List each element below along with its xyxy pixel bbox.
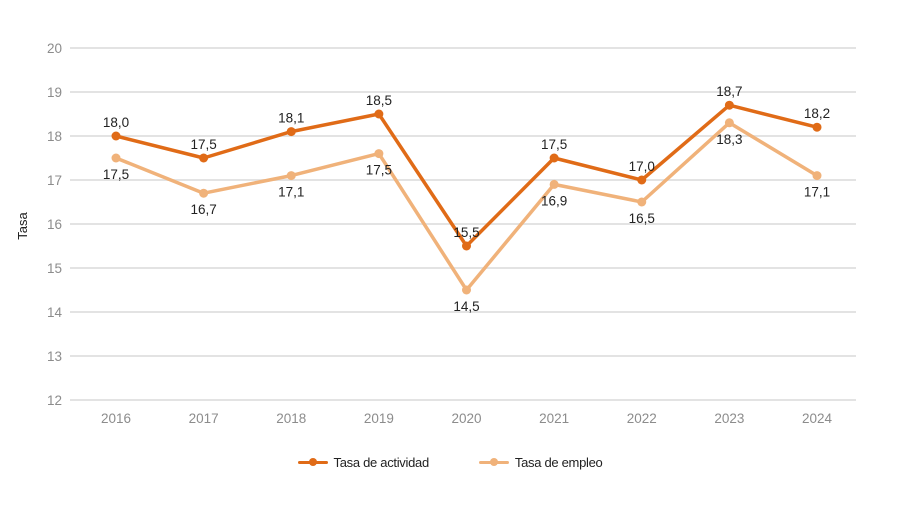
data-label: 15,5 — [453, 225, 479, 240]
y-tick-label: 18 — [47, 129, 62, 144]
x-tick-label: 2016 — [101, 411, 131, 426]
x-tick-label: 2023 — [714, 411, 744, 426]
legend-label-actividad: Tasa de actividad — [333, 455, 430, 470]
gridlines — [70, 47, 856, 401]
data-point — [199, 153, 209, 163]
data-point — [462, 285, 471, 295]
data-point — [286, 127, 296, 137]
legend-swatch-empleo — [478, 458, 509, 466]
series-actividad: 18,0 17,5 18,1 18,5 15,5 17,5 17,0 18,7 18,2 — [103, 84, 830, 251]
data-point — [549, 179, 559, 189]
x-tick-label: 2019 — [364, 411, 394, 426]
y-tick-label: 12 — [47, 393, 62, 408]
series-group: 17,516,717,117,514,516,916,518,317,118,0… — [103, 84, 830, 314]
data-point — [637, 175, 647, 185]
data-label: 16,7 — [190, 202, 216, 217]
x-tick-label: 2021 — [539, 411, 569, 426]
data-point — [374, 149, 384, 159]
data-label: 16,9 — [541, 193, 567, 208]
data-point — [812, 122, 822, 132]
legend: Tasa de actividad Tasa de empleo — [0, 455, 900, 470]
data-label: 18,2 — [804, 106, 830, 121]
data-label: 17,0 — [629, 159, 655, 174]
legend-swatch-actividad — [297, 458, 328, 466]
y-tick-label: 14 — [47, 305, 63, 320]
data-label: 16,5 — [629, 211, 655, 226]
x-tick-label: 2022 — [627, 411, 657, 426]
data-label: 18,7 — [716, 84, 742, 99]
data-point — [199, 188, 209, 198]
data-point — [111, 131, 121, 141]
legend-label-empleo: Tasa de empleo — [514, 455, 603, 470]
y-tick-label: 15 — [47, 261, 62, 276]
y-tick-label: 19 — [47, 85, 62, 100]
data-label: 18,3 — [716, 132, 742, 147]
data-label: 17,1 — [278, 185, 304, 200]
x-tick-label: 2018 — [276, 411, 306, 426]
data-point — [637, 197, 647, 207]
legend-item-empleo[interactable]: Tasa de empleo — [478, 455, 603, 470]
legend-item-actividad[interactable]: Tasa de actividad — [297, 455, 430, 470]
data-label: 17,1 — [804, 185, 830, 200]
data-label: 18,5 — [366, 93, 392, 108]
series-empleo: 17,5 16,7 17,1 17,5 14,5 16,9 16,5 18,3 17,1 — [103, 118, 830, 314]
y-tick-label: 16 — [47, 217, 62, 232]
data-label: 17,5 — [541, 137, 567, 152]
data-label: 17,5 — [190, 137, 216, 152]
data-point — [462, 241, 471, 251]
data-point — [374, 109, 384, 119]
data-point — [549, 153, 559, 163]
y-tick-label: 17 — [47, 173, 62, 188]
data-point — [111, 153, 121, 163]
data-point — [812, 171, 822, 181]
data-label: 17,5 — [366, 163, 392, 178]
data-label: 17,5 — [103, 167, 129, 182]
data-point — [286, 171, 296, 181]
y-tick-label: 20 — [47, 41, 62, 56]
x-axis-ticks: 2016 2017 2018 2019 2020 2021 2022 2023 2024 — [101, 411, 833, 426]
y-axis-ticks: 12 13 14 15 16 17 18 19 20 — [47, 41, 63, 408]
data-label: 14,5 — [453, 299, 479, 314]
data-label: 18,1 — [278, 111, 304, 126]
series-line — [115, 121, 818, 292]
x-tick-label: 2017 — [189, 411, 219, 426]
x-tick-label: 2024 — [802, 411, 833, 426]
y-tick-label: 13 — [47, 349, 62, 364]
data-point — [724, 118, 734, 128]
y-axis-label: Tasa — [15, 212, 30, 240]
data-point — [724, 100, 734, 110]
data-label: 18,0 — [103, 115, 129, 130]
x-tick-label: 2020 — [451, 411, 481, 426]
